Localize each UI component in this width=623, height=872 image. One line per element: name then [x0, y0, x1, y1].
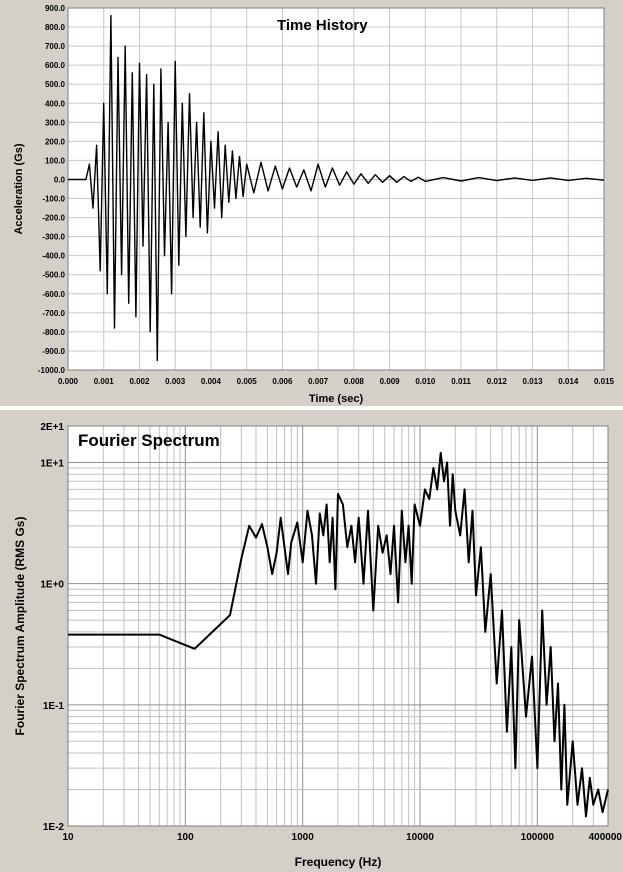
y-tick-label: -500.0 [42, 271, 65, 280]
y-tick-label: 300.0 [45, 118, 66, 127]
y-tick-label: 1E-2 [43, 822, 65, 833]
y-tick-label: -1000.0 [38, 366, 66, 375]
x-tick-label: 10 [62, 832, 74, 843]
x-tick-label: 0.011 [451, 377, 471, 386]
series-line [68, 14, 605, 362]
y-tick-label: 400.0 [45, 99, 66, 108]
y-axis-label: Fourier Spectrum Amplitude (RMS Gs) [13, 517, 27, 736]
x-tick-label: 0.002 [129, 377, 150, 386]
x-tick-label: 0.000 [58, 377, 79, 386]
x-tick-label: 100000 [521, 832, 555, 843]
y-axis-label: Acceleration (Gs) [13, 143, 25, 234]
x-tick-label: 0.012 [487, 377, 508, 386]
y-tick-label: 500.0 [45, 80, 66, 89]
y-tick-label: 1E+0 [40, 580, 64, 591]
y-tick-label: 200.0 [45, 137, 66, 146]
y-tick-labels: 900.0 800.0 700.0 600.0 500.0 400.0 300.0 200.0… [38, 4, 66, 375]
y-tick-label: 2E+1 [40, 422, 64, 433]
x-axis-label: Frequency (Hz) [295, 855, 382, 869]
y-tick-label: 1E-1 [43, 701, 65, 712]
y-tick-label: 100.0 [45, 156, 66, 165]
x-tick-labels: 10 100 1000 10000 100000 400000 [62, 832, 622, 843]
x-tick-labels: 0.000 0.001 0.002 0.003 0.004 0.005 0.006 0.007… [58, 377, 615, 386]
chart-title: Time History [277, 17, 368, 34]
x-tick-label: 0.007 [308, 377, 329, 386]
y-tick-label: -200.0 [42, 214, 65, 223]
y-tick-label: -400.0 [42, 252, 65, 261]
x-tick-label: 0.001 [94, 377, 115, 386]
x-tick-label: 100 [177, 832, 194, 843]
x-tick-label: 0.013 [523, 377, 544, 386]
x-tick-label: 0.015 [594, 377, 615, 386]
x-tick-label: 0.008 [344, 377, 365, 386]
time-history-panel: 0.000 0.001 0.002 0.003 0.004 0.005 0.006 0.007… [0, 0, 623, 406]
x-tick-label: 0.009 [380, 377, 401, 386]
y-tick-label: 800.0 [45, 23, 66, 32]
fourier-spectrum-chart: 10 100 1000 10000 100000 400000 2E+1 1E+1 1E+0 1E… [13, 422, 622, 869]
y-tick-label: 700.0 [45, 42, 66, 51]
fourier-spectrum-panel: 10 100 1000 10000 100000 400000 2E+1 1E+1 1E+0 1E… [0, 410, 623, 872]
x-tick-label: 0.006 [272, 377, 293, 386]
series-line [68, 451, 609, 818]
panel-divider [0, 406, 623, 410]
x-tick-label: 10000 [406, 832, 434, 843]
x-tick-label: 0.014 [558, 377, 579, 386]
x-tick-label: 0.004 [201, 377, 222, 386]
y-tick-label: -300.0 [42, 233, 65, 242]
y-tick-label: 1E+1 [40, 458, 64, 469]
y-tick-label: 600.0 [45, 61, 66, 70]
y-tick-label: -100.0 [42, 195, 65, 204]
x-tick-label: 0.003 [165, 377, 186, 386]
y-tick-label: 900.0 [45, 4, 66, 13]
y-tick-labels: 2E+1 1E+1 1E+0 1E-1 1E-2 [40, 422, 64, 833]
x-axis-label: Time (sec) [309, 393, 364, 405]
y-tick-label: -900.0 [42, 347, 65, 356]
x-tick-label: 1000 [292, 832, 315, 843]
time-history-chart: 0.000 0.001 0.002 0.003 0.004 0.005 0.006 0.007… [13, 4, 615, 405]
y-tick-label: 0.0 [54, 175, 66, 184]
chart-title: Fourier Spectrum [78, 431, 220, 450]
x-tick-label: 400000 [589, 832, 623, 843]
plot-frame [67, 425, 609, 827]
plot-frame [67, 7, 605, 371]
y-tick-label: -800.0 [42, 328, 65, 337]
y-tick-label: -700.0 [42, 309, 65, 318]
x-tick-label: 0.005 [237, 377, 258, 386]
y-tick-label: -600.0 [42, 290, 65, 299]
x-tick-label: 0.010 [415, 377, 436, 386]
